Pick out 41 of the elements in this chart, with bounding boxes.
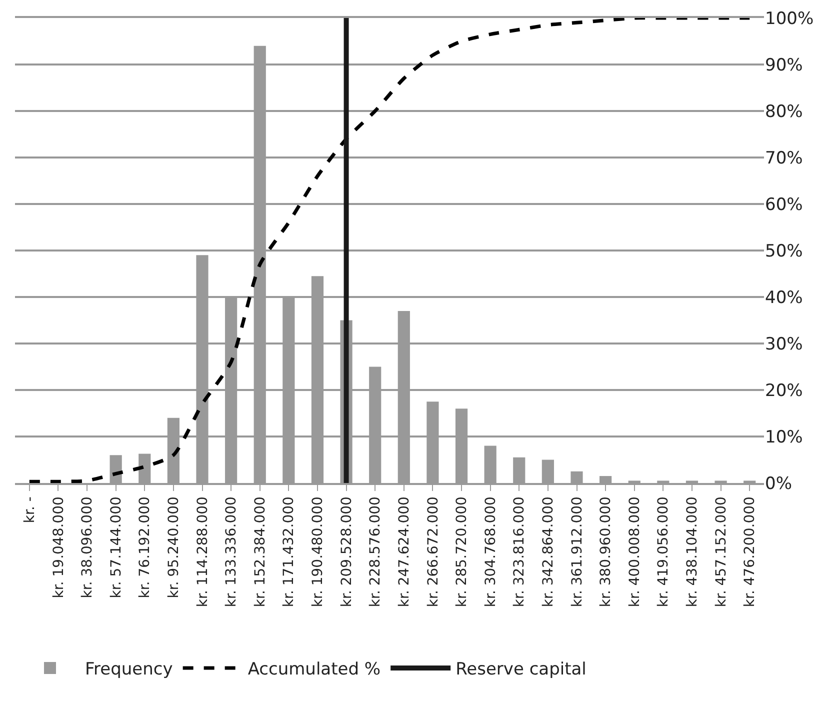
x-tick-label: kr. 228.576.000	[368, 496, 384, 608]
y-tick-label: 70%	[765, 148, 803, 168]
y-tick-label: 30%	[765, 334, 803, 354]
line-series	[28, 18, 752, 483]
x-tick-label: kr. 342.864.000	[540, 496, 556, 608]
x-tick-label: kr. 438.104.000	[684, 496, 701, 608]
x-tick-label: kr. 304.768.000	[482, 496, 499, 608]
x-tick-label: kr. 19.048.000	[50, 496, 67, 598]
y-tick-label: 40%	[765, 288, 803, 308]
legend-label: Frequency	[85, 660, 173, 680]
x-tick-label: kr. 476.200.000	[742, 496, 758, 608]
x-tick-label: kr. 152.384.000	[252, 496, 268, 608]
x-tick-label: kr. 57.144.000	[108, 496, 124, 598]
x-tick-label: kr. 76.192.000	[137, 496, 154, 598]
x-tick-label: kr. 190.480.000	[310, 496, 326, 608]
x-tick-label: kr. 380.960.000	[598, 496, 614, 608]
legend-label: Accumulated %	[248, 660, 381, 680]
y-tick-label: 100%	[765, 8, 814, 29]
x-tick-label: kr. 419.056.000	[656, 496, 672, 608]
x-tick-label: kr. 323.816.000	[512, 496, 528, 608]
x-tick-label: kr. 114.288.000	[194, 496, 211, 608]
x-tick-label: kr. 133.336.000	[224, 496, 240, 608]
y-tick-label: 60%	[765, 194, 803, 215]
y-tick-label: 80%	[765, 102, 803, 122]
x-tick-label: kr. 266.672.000	[425, 496, 442, 608]
x-tick-label: kr. -	[22, 496, 38, 524]
x-tick-label: kr. 400.008.000	[626, 496, 643, 608]
x-tick-label: kr. 171.432.000	[281, 496, 298, 608]
y-tick-label: 0%	[765, 474, 792, 494]
y-tick-label: 90%	[765, 55, 803, 76]
x-tick-label: kr. 95.240.000	[166, 496, 182, 598]
y-tick-label: 10%	[765, 427, 803, 448]
legend-label: Reserve capital	[456, 660, 586, 680]
x-tick-label: kr. 247.624.000	[396, 496, 412, 608]
x-tick-label: kr. 38.096.000	[80, 496, 96, 598]
x-tick-label: kr. 361.912.000	[569, 496, 586, 608]
x-tick-label: kr. 285.720.000	[454, 496, 470, 608]
x-tick-label: kr. 209.528.000	[338, 496, 355, 608]
x-tick-label: kr. 457.152.000	[713, 496, 730, 608]
y-tick-label: 50%	[765, 241, 803, 262]
y-tick-label: 20%	[765, 380, 803, 401]
